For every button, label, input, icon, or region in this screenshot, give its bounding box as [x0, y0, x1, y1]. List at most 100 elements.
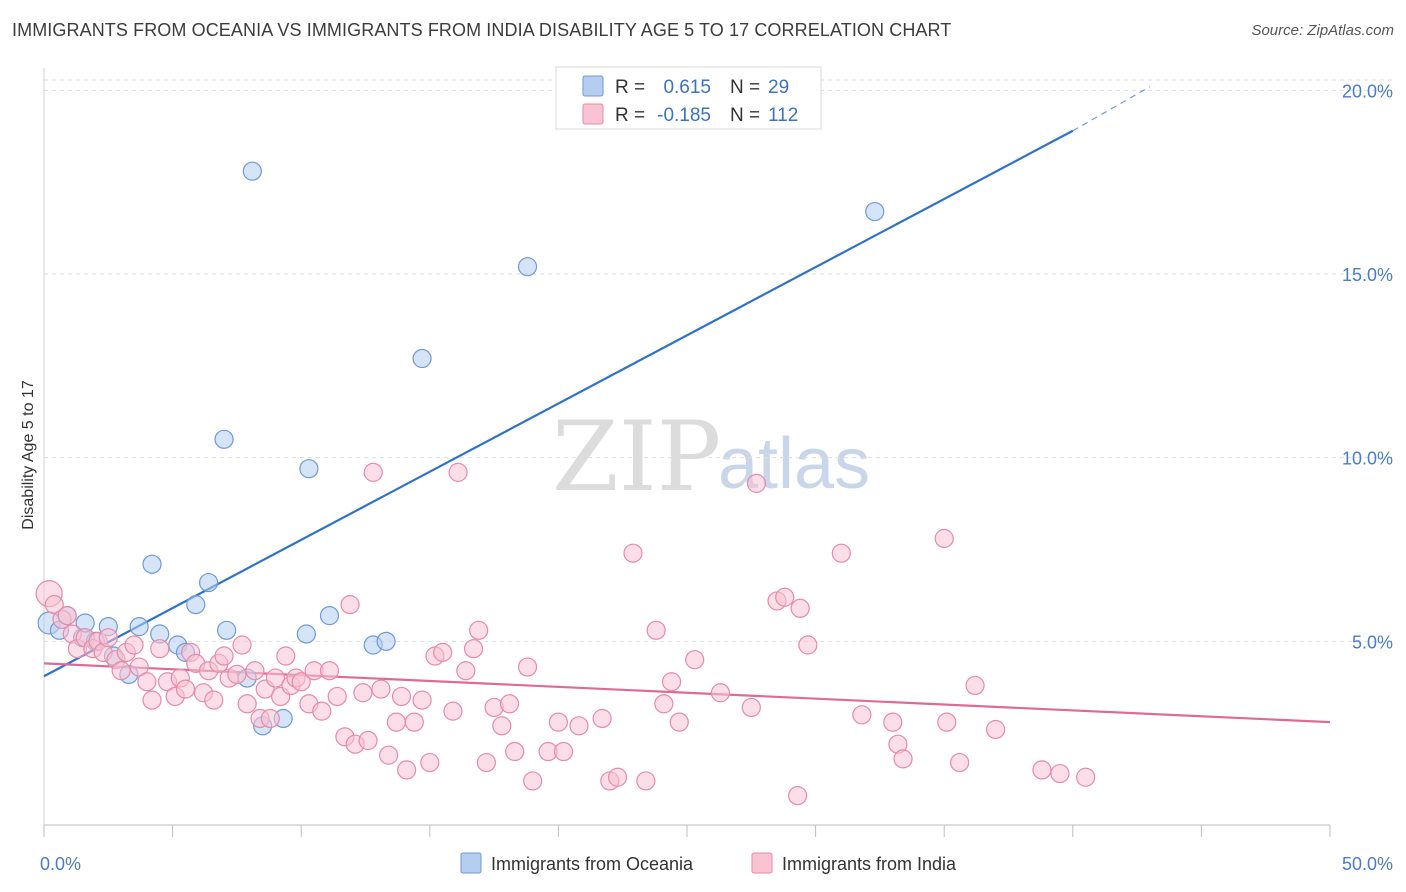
india-point [456, 661, 476, 681]
india-point [363, 462, 383, 482]
axes [43, 68, 1331, 837]
india-point [517, 657, 538, 677]
oceania-trend-extension [1072, 86, 1151, 132]
india-point [245, 661, 265, 681]
oceania-point [129, 617, 149, 637]
legend-r-value: -0.185 [657, 105, 711, 126]
chart-title: IMMIGRANTS FROM OCEANIA VS IMMIGRANTS FR… [12, 20, 952, 40]
india-point [523, 771, 543, 791]
legend-swatch-india [582, 103, 604, 125]
india-point [986, 719, 1006, 740]
india-point [592, 708, 612, 729]
india-point [646, 620, 666, 640]
y-tick-label: 20.0% [1342, 81, 1393, 101]
india-point [654, 694, 674, 714]
india-point [98, 628, 118, 648]
india-point [448, 462, 468, 482]
india-point [775, 587, 795, 607]
oceania-point [376, 631, 396, 651]
india-point [214, 646, 234, 666]
india-point [232, 635, 252, 655]
india-point [569, 716, 589, 736]
watermark-zip: ZIP [552, 401, 721, 513]
legend-n-value: 29 [768, 77, 789, 98]
x-tick-label: 50.0% [1342, 854, 1393, 874]
india-point [1032, 760, 1052, 780]
oceania-point [142, 554, 162, 574]
india-point [319, 661, 340, 681]
india-point [291, 672, 311, 692]
oceania-point [319, 606, 340, 626]
india-point [142, 690, 162, 710]
india-point [787, 786, 808, 806]
legend-n-value: 112 [768, 105, 798, 126]
india-point [412, 690, 432, 710]
y-tick-label: 15.0% [1342, 265, 1393, 285]
india-point [950, 752, 970, 773]
source-label: Source: ZipAtlas.com [1251, 22, 1394, 39]
legend-n-label: N = [730, 77, 760, 98]
oceania-point [517, 257, 538, 277]
india-point [433, 642, 453, 662]
india-point [790, 598, 810, 618]
legend: R = 0.615 N = 29 R = -0.185 N = 112 [555, 66, 822, 130]
india-point [391, 686, 412, 707]
india-point [404, 712, 424, 732]
india-point [934, 528, 954, 549]
india-point [499, 694, 520, 714]
india-point [57, 606, 77, 626]
legend-n-label: N = [730, 105, 760, 126]
india-point [505, 741, 525, 762]
india-point [623, 543, 643, 563]
bottom-legend-swatch-oceania [460, 852, 482, 874]
watermark-atlas: atlas [718, 424, 870, 504]
india-point [312, 701, 332, 721]
india-point [276, 646, 296, 666]
oceania-point [242, 161, 262, 181]
oceania-point [217, 620, 237, 640]
oceania-trend-line [43, 129, 1074, 678]
india-point [710, 683, 731, 703]
india-point [685, 650, 705, 670]
india-point [386, 712, 406, 732]
india-point [607, 767, 628, 787]
india-point [204, 690, 224, 710]
india-point [397, 760, 417, 780]
india-point [327, 686, 347, 707]
x-tick-label: 0.0% [40, 854, 81, 874]
india-point [746, 473, 767, 493]
india-point [661, 672, 682, 692]
india-point [883, 712, 903, 732]
legend-r-value: 0.615 [663, 77, 711, 98]
oceania-point [296, 624, 316, 644]
oceania-point [186, 595, 206, 615]
y-tick-label: 10.0% [1342, 449, 1393, 469]
india-point [1050, 763, 1070, 784]
india-point [469, 620, 489, 640]
oceania-point [214, 429, 234, 449]
bottom-legend-label-oceania: Immigrants from Oceania [491, 854, 694, 874]
india-point [669, 712, 689, 732]
india-point [111, 661, 131, 681]
india-point [150, 639, 170, 659]
india-point [175, 679, 196, 699]
india-point [476, 752, 496, 773]
india-point [379, 745, 399, 765]
tick-labels: 5.0% 10.0% 15.0% 20.0% 0.0% 50.0% [40, 81, 1393, 874]
india-point [831, 543, 851, 563]
legend-r-label: R = [615, 105, 645, 126]
india-point [353, 683, 373, 703]
oceania-point [412, 348, 432, 369]
bottom-legend-label-india: Immigrants from India [782, 854, 957, 874]
india-point [260, 708, 280, 729]
bottom-legend: Immigrants from Oceania Immigrants from I… [460, 852, 957, 874]
india-point [937, 712, 957, 732]
legend-r-label: R = [615, 77, 645, 98]
oceania-point [299, 459, 319, 479]
india-point [340, 595, 360, 615]
india-point [265, 668, 286, 688]
india-point [492, 716, 512, 736]
bottom-legend-swatch-india [751, 852, 773, 874]
india-point [852, 705, 872, 725]
